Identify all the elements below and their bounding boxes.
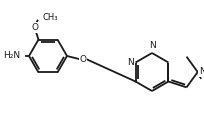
Text: O: O	[32, 23, 39, 32]
Text: CH₃: CH₃	[42, 13, 58, 22]
Text: N: N	[127, 58, 134, 67]
Text: H₂N: H₂N	[3, 51, 20, 61]
Text: O: O	[80, 56, 86, 64]
Text: N: N	[199, 67, 204, 77]
Text: N: N	[149, 41, 155, 50]
